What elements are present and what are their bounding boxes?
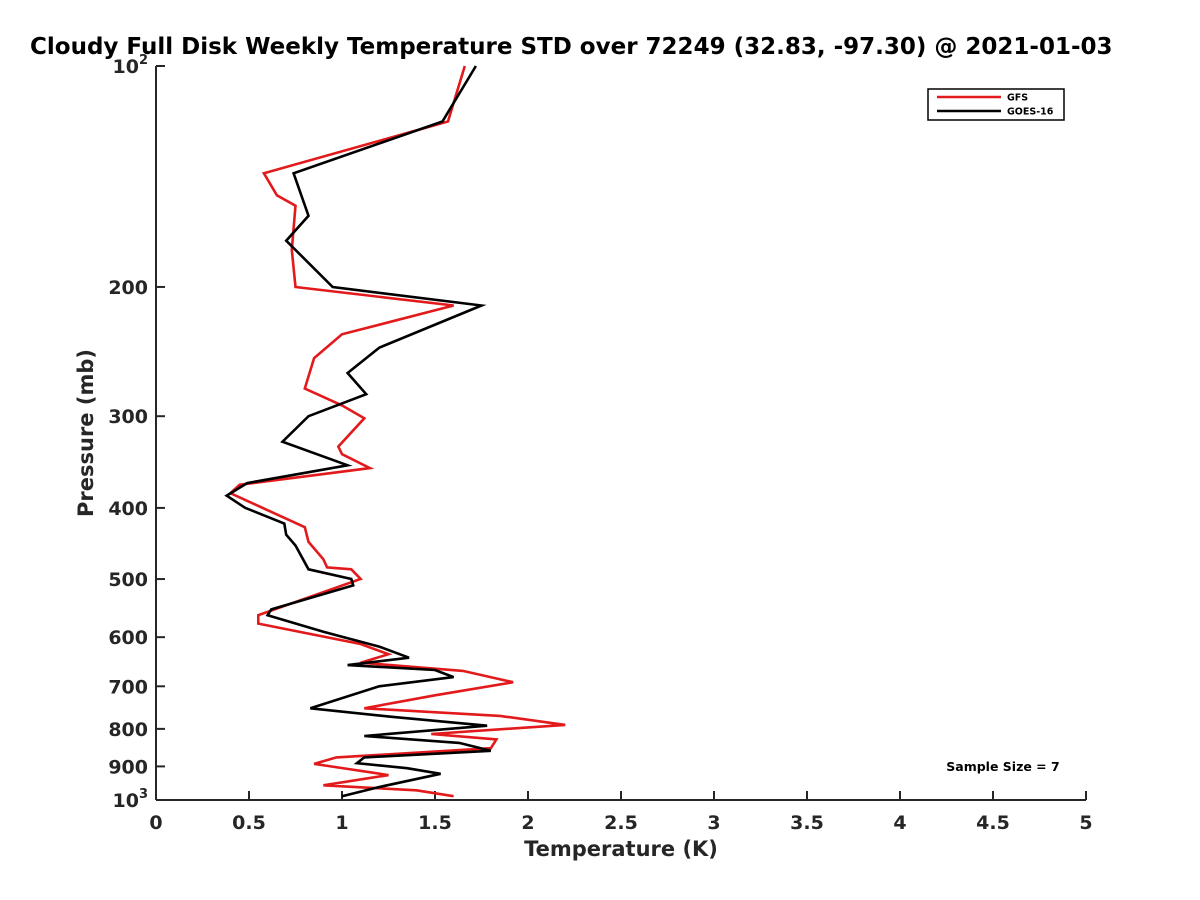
x-tick-label: 3.5 — [790, 812, 824, 834]
y-tick-label: 400 — [108, 498, 148, 520]
x-tick-label: 1.5 — [418, 812, 452, 834]
y-tick-label: 200 — [108, 277, 148, 299]
y-tick-label-exponent: 3 — [139, 787, 148, 802]
y-tick-label-base: 10 — [113, 790, 139, 812]
legend-label: GFS — [1007, 93, 1028, 104]
x-tick-label: 2.5 — [604, 812, 638, 834]
x-tick-label: 4 — [893, 812, 906, 834]
x-axis-label: Temperature (K) — [524, 837, 718, 861]
y-tick-label-base: 10 — [113, 56, 139, 78]
x-tick-label: 3 — [707, 812, 720, 834]
y-tick-label: 500 — [108, 569, 148, 591]
y-tick-label: 102 — [113, 53, 149, 78]
chart-title: Cloudy Full Disk Weekly Temperature STD … — [30, 34, 1113, 60]
x-tick-label: 5 — [1079, 812, 1092, 834]
y-tick-label: 300 — [108, 406, 148, 428]
x-tick-label: 0.5 — [232, 812, 266, 834]
legend-box — [927, 88, 1065, 121]
y-tick-label: 600 — [108, 627, 148, 649]
y-tick-label: 700 — [108, 676, 148, 698]
y-tick-label: 800 — [108, 719, 148, 741]
x-tick-label: 2 — [521, 812, 534, 834]
y-tick-label: 103 — [113, 787, 149, 812]
y-tick-label: 900 — [108, 756, 148, 778]
y-axis-label: Pressure (mb) — [74, 349, 98, 517]
series-lines — [224, 65, 566, 798]
x-ticks: 0 0.5 1 1.5 2 2.5 3 3.5 4 4.5 5 — [149, 791, 1093, 834]
series-gfs — [228, 65, 566, 798]
series-line — [228, 65, 566, 798]
legend-label: GOES-16 — [1007, 107, 1054, 118]
sample-size-annotation: Sample Size = 7 — [946, 759, 1059, 774]
x-tick-label: 1 — [335, 812, 348, 834]
x-tick-label: 4.5 — [976, 812, 1010, 834]
series-goes-16 — [224, 65, 492, 798]
legend: GFS GOES-16 — [927, 88, 1065, 121]
x-tick-label: 0 — [149, 812, 162, 834]
y-tick-label-exponent: 2 — [139, 53, 148, 68]
